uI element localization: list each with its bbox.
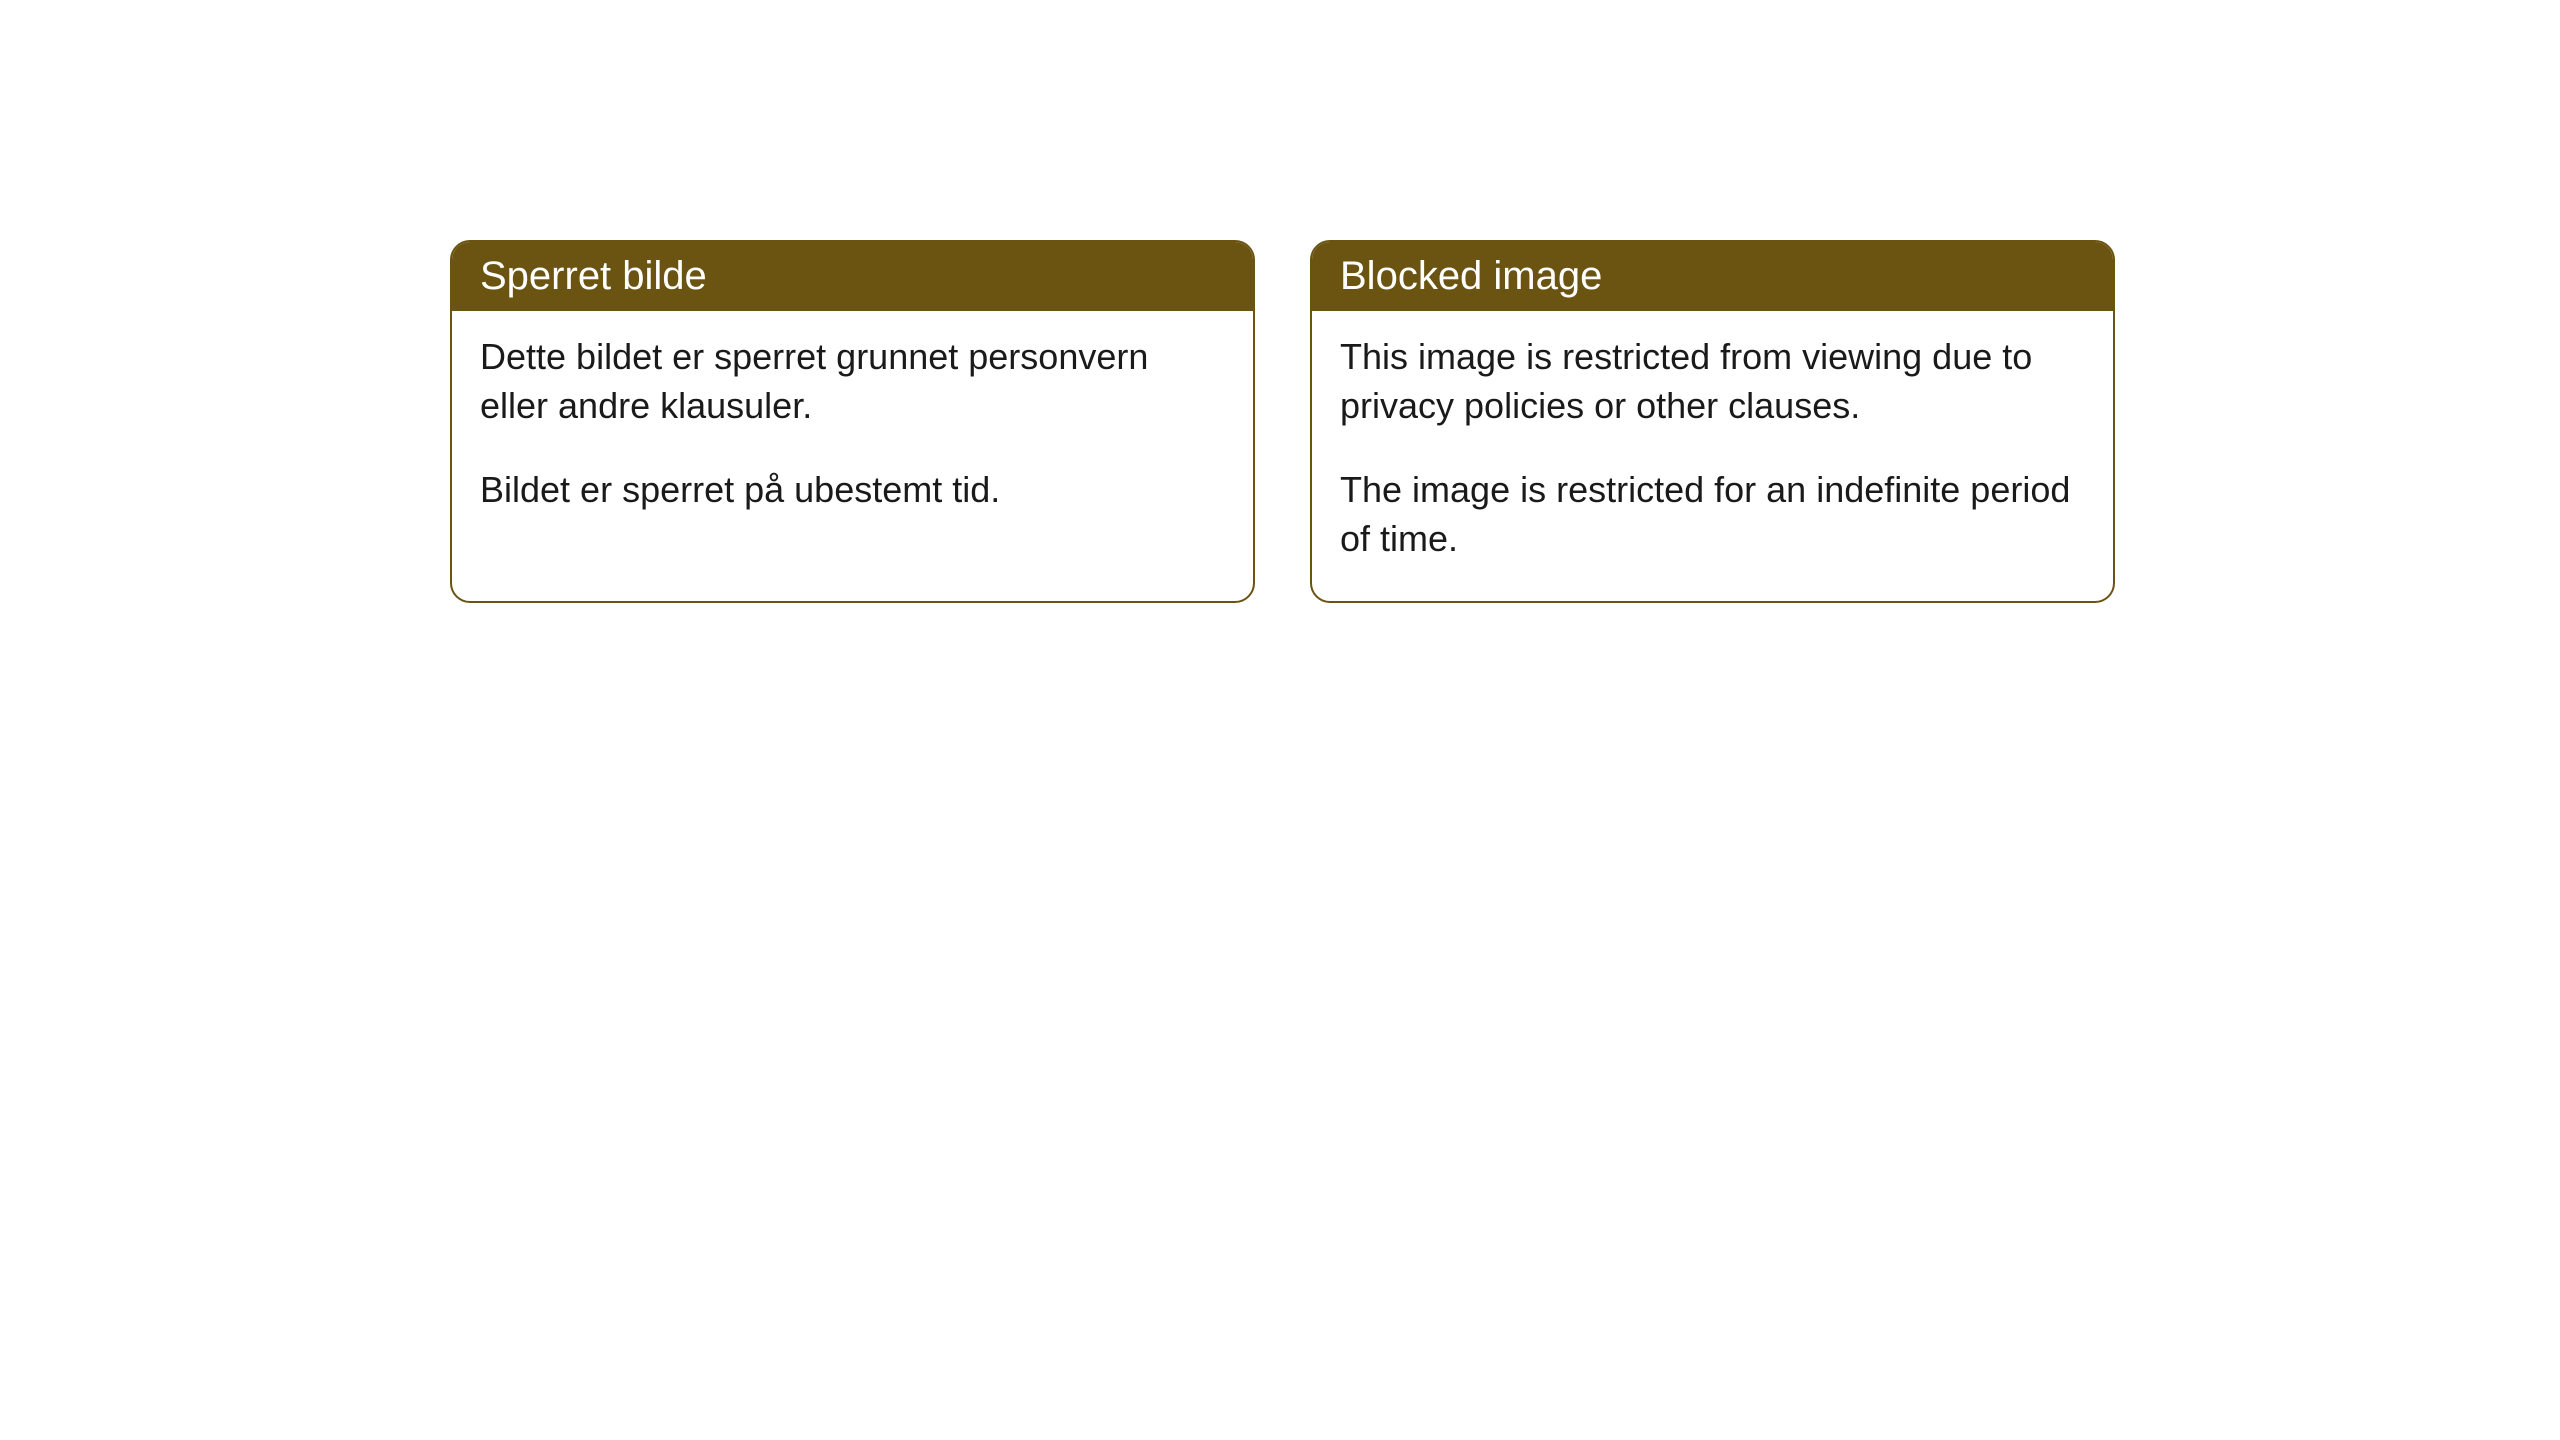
notice-card-norwegian: Sperret bilde Dette bildet er sperret gr… xyxy=(450,240,1255,603)
card-paragraph: This image is restricted from viewing du… xyxy=(1340,333,2085,430)
card-title: Blocked image xyxy=(1340,254,1602,298)
card-header: Sperret bilde xyxy=(452,242,1253,311)
card-paragraph: Bildet er sperret på ubestemt tid. xyxy=(480,466,1225,515)
notice-cards-container: Sperret bilde Dette bildet er sperret gr… xyxy=(450,240,2115,603)
card-paragraph: The image is restricted for an indefinit… xyxy=(1340,466,2085,563)
card-paragraph: Dette bildet er sperret grunnet personve… xyxy=(480,333,1225,430)
card-header: Blocked image xyxy=(1312,242,2113,311)
card-title: Sperret bilde xyxy=(480,254,707,298)
notice-card-english: Blocked image This image is restricted f… xyxy=(1310,240,2115,603)
card-body: This image is restricted from viewing du… xyxy=(1312,311,2113,601)
card-body: Dette bildet er sperret grunnet personve… xyxy=(452,311,1253,553)
